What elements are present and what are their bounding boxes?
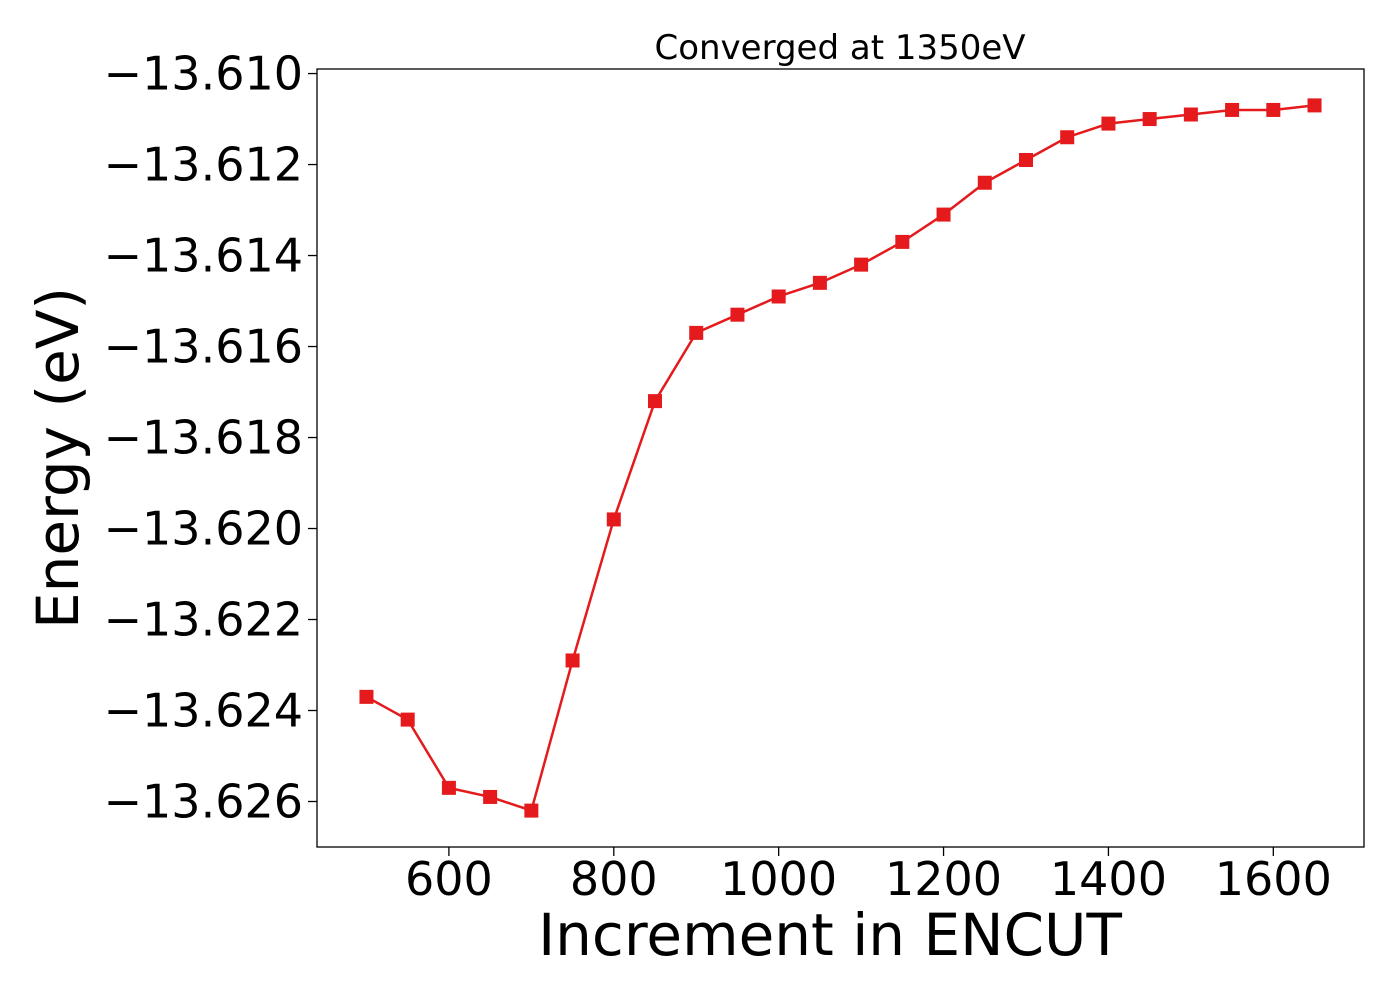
y-axis: −13.610 −13.612 −13.614 −13.616 −13.618 −13.6… bbox=[104, 47, 317, 829]
x-tick-label: 1600 bbox=[1215, 852, 1332, 906]
x-axis: 600 800 1000 1200 1400 1600 bbox=[405, 847, 1332, 906]
data-point bbox=[565, 653, 580, 668]
data-point bbox=[1060, 130, 1075, 145]
data-point bbox=[359, 689, 374, 704]
plot-frame bbox=[316, 68, 1365, 848]
data-point bbox=[1266, 102, 1281, 117]
data-point bbox=[895, 234, 910, 249]
y-tick-label: −13.616 bbox=[104, 320, 304, 374]
data-point bbox=[648, 394, 663, 409]
data-point bbox=[483, 789, 498, 804]
y-tick-label: −13.620 bbox=[104, 502, 304, 556]
data-point bbox=[854, 257, 869, 272]
data-point bbox=[771, 289, 786, 304]
series-layer bbox=[359, 98, 1322, 818]
x-tick-label: 800 bbox=[570, 852, 658, 906]
x-tick-label: 1000 bbox=[720, 852, 837, 906]
x-tick-label: 1200 bbox=[885, 852, 1002, 906]
y-tick-label: −13.614 bbox=[104, 229, 304, 283]
data-point bbox=[1101, 116, 1116, 131]
data-point bbox=[400, 712, 415, 727]
y-tick-label: −13.610 bbox=[104, 47, 304, 101]
y-axis-label: Energy (eV) bbox=[24, 287, 92, 629]
data-point bbox=[812, 275, 827, 290]
data-point bbox=[1183, 107, 1198, 122]
data-point bbox=[1307, 98, 1322, 113]
data-point bbox=[606, 512, 621, 527]
data-point bbox=[730, 307, 745, 322]
y-tick-label: −13.626 bbox=[104, 775, 304, 829]
data-point bbox=[524, 803, 539, 818]
y-tick-label: −13.624 bbox=[104, 684, 304, 738]
y-tick-label: −13.612 bbox=[104, 138, 304, 192]
x-axis-label: Increment in ENCUT bbox=[538, 901, 1122, 969]
data-point bbox=[977, 175, 992, 190]
data-point bbox=[1225, 102, 1240, 117]
data-point bbox=[441, 780, 456, 795]
y-tick-label: −13.618 bbox=[104, 411, 304, 465]
x-tick-label: 1400 bbox=[1050, 852, 1167, 906]
data-point bbox=[1142, 112, 1157, 127]
series-line bbox=[365, 104, 1315, 812]
chart-title: Converged at 1350eV bbox=[654, 28, 1025, 68]
data-point bbox=[689, 325, 704, 340]
y-tick-label: −13.622 bbox=[104, 593, 304, 647]
x-tick-label: 600 bbox=[405, 852, 493, 906]
data-point bbox=[936, 207, 951, 222]
data-point bbox=[1018, 152, 1033, 167]
